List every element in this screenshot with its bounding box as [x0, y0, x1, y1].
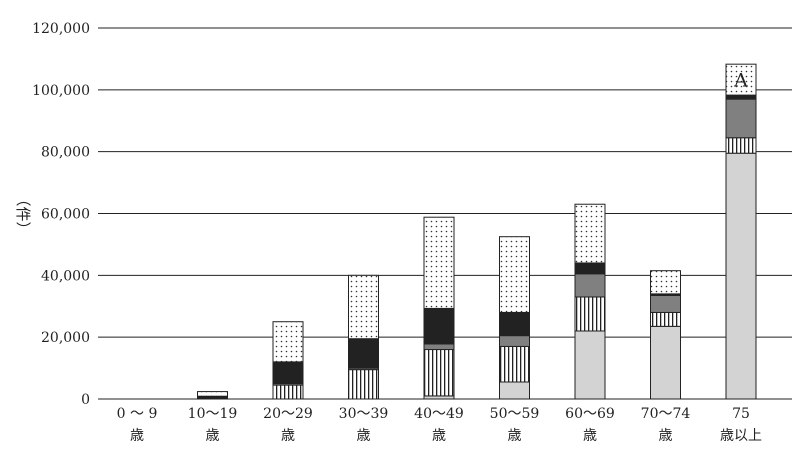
- bar-segment: [423, 216, 455, 309]
- bar-segment: [650, 270, 681, 295]
- x-tick-label: 70～74: [641, 406, 691, 422]
- bar-segment: [725, 94, 757, 100]
- y-tick-label: 100,000: [32, 83, 90, 99]
- x-tick-label-unit: 歳: [432, 428, 446, 444]
- x-tick-label: 40～49: [414, 406, 464, 422]
- x-tick-label: 50～59: [490, 406, 540, 422]
- x-tick-label-unit: 歳以上: [720, 428, 762, 444]
- bar-segment: [574, 273, 606, 298]
- x-tick-label-unit: 歳: [583, 428, 597, 444]
- bar-segment: [650, 325, 681, 400]
- bar-segment: [725, 137, 757, 154]
- bar-segment: [725, 63, 757, 96]
- category-labels: 0 ～ 9 歳 10～19 歳 20～29 歳 30～39 歳 40～49 歳 50～59 歳 60～6…: [117, 406, 762, 444]
- x-tick-label: 0 ～ 9: [117, 406, 158, 422]
- bar-segment: [574, 296, 606, 332]
- bar-segment: [272, 384, 304, 400]
- bar-segment: [423, 307, 455, 345]
- bar-segment: [423, 343, 455, 351]
- x-tick-label: 60～69: [565, 406, 615, 422]
- bar-segment: [348, 369, 379, 400]
- bar-segment: [574, 203, 606, 264]
- bar-segment: [272, 361, 304, 385]
- bar-segment: [574, 262, 606, 275]
- bar-segment: [197, 391, 228, 397]
- x-tick-label-unit: 歳: [357, 428, 371, 444]
- y-tick-label: 60,000: [41, 207, 90, 223]
- x-tick-label-unit: 歳: [508, 428, 522, 444]
- bar-segment: [499, 381, 530, 400]
- bar-segment: [348, 338, 379, 369]
- x-tick-label: 30～39: [339, 406, 389, 422]
- y-tick-label: 40,000: [41, 268, 90, 284]
- bar-segment: [499, 236, 530, 313]
- x-tick-label: 10～19: [188, 406, 238, 422]
- x-tick-label: 75: [732, 406, 750, 422]
- y-axis-label: （件）: [14, 191, 32, 236]
- x-tick-label-unit: 歳: [281, 428, 295, 444]
- bar-segment: [499, 335, 530, 347]
- bar-segment: [499, 311, 530, 337]
- bar-segment: [499, 345, 530, 383]
- y-tick-label: 80,000: [41, 145, 90, 161]
- bar-segment: [650, 294, 681, 313]
- y-tick-label: 20,000: [41, 330, 90, 346]
- bar-segment: [574, 330, 606, 400]
- bar-segment: [348, 274, 379, 340]
- x-tick-label-unit: 歳: [206, 428, 220, 444]
- x-tick-label-unit: 歳: [130, 428, 144, 444]
- bar-segment: [272, 321, 304, 363]
- x-tick-label: 20～29: [263, 406, 313, 422]
- bar-segment: [725, 98, 757, 139]
- bar-segment: [423, 349, 455, 397]
- x-tick-label-unit: 歳: [659, 428, 673, 444]
- bar-segment: [650, 311, 681, 327]
- y-tick-label: 0: [81, 392, 90, 408]
- bars: [197, 63, 757, 400]
- y-axis-ticks: 0 20,000 40,000 60,000 80,000 100,000 120,000: [32, 21, 90, 408]
- bar-segment: [725, 152, 757, 400]
- bar-annotation: A: [733, 70, 748, 92]
- annotations: A: [733, 70, 748, 92]
- y-tick-label: 120,000: [32, 21, 90, 37]
